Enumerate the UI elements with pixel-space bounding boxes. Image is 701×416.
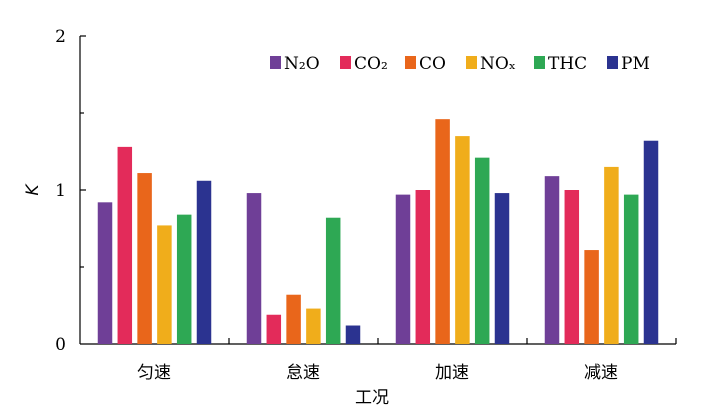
bar [604,166,619,344]
legend-label: N₂O [284,54,320,74]
x-axis: 匀速 怠速 加速 减速 工况 [80,338,677,408]
bar [137,173,152,344]
legend-label: CO [419,54,446,74]
bar [584,250,599,344]
bar [246,193,262,344]
bar [494,193,510,344]
legend: N₂O CO₂ CO NOₓ THC PM [270,54,650,74]
bar [266,314,282,344]
legend-label: NOₓ [480,54,516,74]
bar [157,225,172,344]
bar [455,136,470,344]
bar [564,190,580,344]
bar [345,325,361,344]
y-axis-title: K [23,183,43,196]
bars [97,119,659,344]
bar [196,180,212,344]
bar [643,140,659,344]
bar [415,190,431,344]
legend-label: PM [621,54,650,74]
bar [623,194,639,344]
legend-label: THC [548,54,587,74]
bar [544,176,560,344]
bar [117,146,133,344]
x-axis-title: 工况 [355,388,389,408]
bar [306,308,321,344]
y-tick-label: 1 [55,181,66,201]
bar [97,202,113,344]
bar [325,217,341,344]
y-tick-label: 0 [55,335,66,355]
legend-swatch [340,56,351,69]
bar [435,119,450,344]
legend-swatch [534,56,545,69]
category-label: 加速 [435,363,469,383]
legend-label: CO₂ [354,54,388,74]
legend-swatch [607,56,618,69]
category-label: 怠速 [286,363,320,383]
bar [474,157,490,344]
legend-swatch [466,56,477,69]
category-label: 减速 [584,363,618,383]
bar [176,214,192,344]
legend-swatch [405,56,416,69]
y-axis: 2 1 0 K [23,27,86,355]
y-tick-label: 2 [55,27,66,47]
legend-swatch [270,56,281,69]
bar [286,294,301,344]
category-label: 匀速 [137,363,171,383]
bar [395,194,411,344]
